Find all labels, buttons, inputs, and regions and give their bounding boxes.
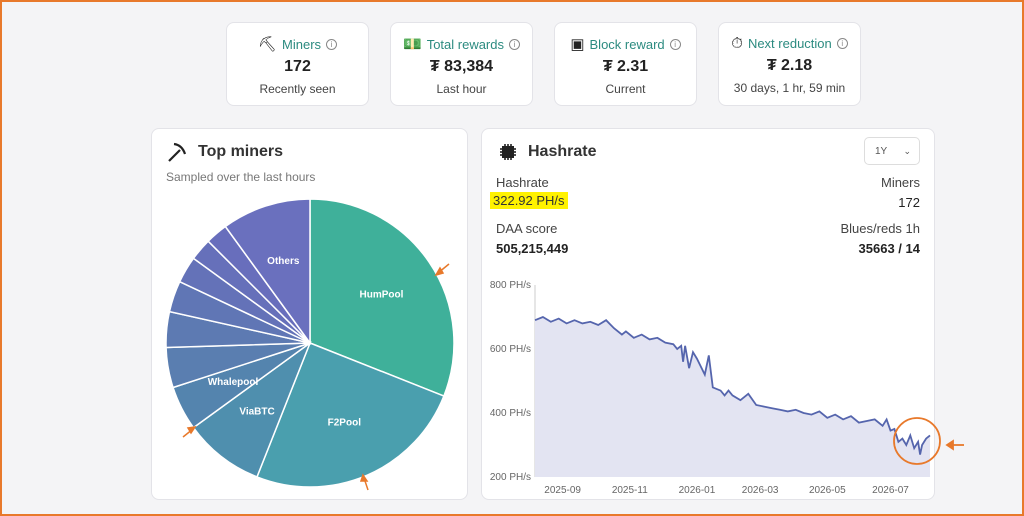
stat-header: ⛏ Miners i [227, 35, 368, 53]
daa-score-label: DAA score [496, 221, 558, 236]
hashrate-series-line[interactable] [534, 315, 931, 455]
stat-label: Total rewards [426, 36, 504, 52]
stat-subtext: Current [605, 82, 646, 96]
y-tick-label: 400 PH/s [490, 408, 531, 419]
y-tick-label: 800 PH/s [490, 280, 531, 291]
stat-value: ₮ 2.18 [766, 57, 813, 74]
pie-slice-label: Whalepool [208, 377, 259, 388]
y-tick-label: 200 PH/s [490, 472, 531, 483]
x-tick-label: 2026-01 [679, 485, 716, 496]
annotation-arrow-icon [945, 439, 964, 451]
stat-subtext: Recently seen [259, 82, 336, 96]
top-miners-pie-chart: HumPool F2Pool ViaBTC Whalepool Others [165, 198, 455, 488]
stat-value: ₮ 2.31 [602, 58, 649, 75]
y-tick-label: 600 PH/s [490, 344, 531, 355]
hashrate-title-text: Hashrate [528, 143, 597, 160]
blues-reds-label: Blues/reds 1h [840, 221, 921, 236]
miners-label: Miners [880, 175, 920, 190]
top-miners-title-text: Top miners [198, 143, 284, 160]
hashrate-area-fill [535, 317, 930, 477]
info-icon[interactable]: i [326, 38, 338, 50]
pie-slice-label: HumPool [360, 289, 404, 300]
stat-subtext: Last hour [436, 82, 487, 96]
money-icon: 💵 [403, 36, 422, 53]
x-tick-label: 2026-03 [742, 485, 779, 496]
pie-slice-label: ViaBTC [239, 406, 274, 417]
stat-label: Next reduction [747, 36, 832, 51]
stat-value: 172 [284, 58, 311, 75]
info-icon[interactable]: i [669, 38, 681, 50]
pie-slice[interactable] [309, 198, 455, 397]
top-miners-panel: Top miners Sampled over the last hours H… [151, 128, 468, 500]
stat-header: 💵 Total rewards i [391, 35, 532, 53]
info-icon[interactable]: i [509, 38, 520, 50]
stopwatch-icon: ⏱ [731, 35, 743, 52]
hashrate-value-wrap: 322.92 PH/s [490, 192, 568, 209]
hashrate-value: 322.92 PH/s [490, 192, 568, 209]
hashrate-panel: Hashrate 1Y ⌄ Hashrate 322.92 PH/s Miner… [481, 128, 935, 500]
chip-icon [500, 144, 516, 160]
pickaxe-icon: ⛏ [257, 36, 278, 53]
chevron-down-icon: ⌄ [903, 145, 911, 156]
x-tick-label: 2025-09 [544, 485, 581, 496]
stat-value: ₮ 83,384 [429, 58, 494, 75]
hashrate-label: Hashrate [496, 175, 549, 190]
daa-score-value: 505,215,449 [496, 241, 569, 256]
x-tick-label: 2026-05 [809, 485, 846, 496]
stat-card-miners: ⛏ Miners i 172 Recently seen [226, 22, 369, 106]
top-miners-subtitle: Sampled over the last hours [166, 170, 316, 184]
x-tick-label: 2026-07 [872, 485, 909, 496]
pickaxe-icon [168, 142, 187, 162]
stat-label: Miners [282, 36, 322, 52]
stat-card-total-rewards: 💵 Total rewards i ₮ 83,384 Last hour [390, 22, 533, 106]
stat-label: Block reward [589, 36, 665, 52]
cash-icon: ▣ [570, 36, 585, 53]
blues-reds-value: 35663 / 14 [858, 241, 920, 256]
stat-header: ⏱ Next reduction i [719, 35, 860, 52]
info-icon[interactable]: i [836, 38, 848, 49]
stat-header: ▣ Block reward i [555, 35, 696, 53]
pie-slice-label: Others [267, 256, 300, 267]
pie-slice[interactable] [224, 198, 311, 346]
hashrate-title: Hashrate [498, 142, 596, 162]
top-miners-title: Top miners [166, 141, 283, 163]
stat-subtext: 30 days, 1 hr, 59 min [733, 81, 846, 95]
x-tick-label: 2025-11 [612, 485, 648, 496]
miners-value: 172 [898, 195, 920, 210]
stat-card-next-reduction: ⏱ Next reduction i ₮ 2.18 30 days, 1 hr, 59 … [718, 22, 861, 106]
stat-card-block-reward: ▣ Block reward i ₮ 2.31 Current [554, 22, 697, 106]
hashrate-area-chart: 200 PH/s 400 PH/s 600 PH/s 800 PH/s 2025-09 2… [490, 280, 931, 496]
range-select-value: 1Y [875, 145, 888, 157]
pie-slice-label: F2Pool [328, 417, 362, 428]
range-select[interactable]: 1Y ⌄ [864, 137, 920, 165]
